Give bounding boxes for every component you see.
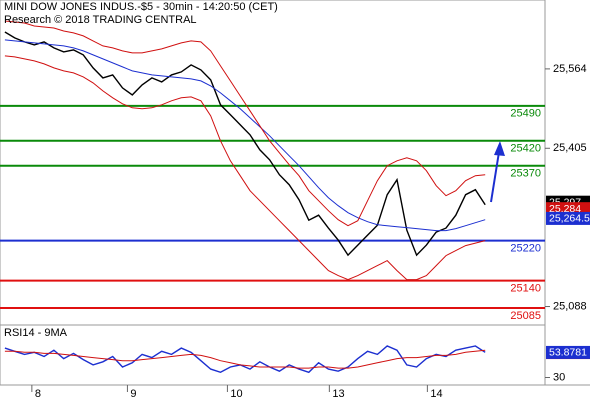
- x-tick-label: 13: [332, 388, 344, 400]
- chart-layer: 25,564 25,405 25,088 25490 25420 25370 25220 25…: [0, 20, 590, 400]
- series-line: [4, 20, 486, 227]
- level-label: 25490: [510, 108, 541, 120]
- price-tag-label: 25,264.5: [549, 213, 590, 225]
- arrow: [490, 141, 505, 203]
- chart-subtitle: Research © 2018 TRADING CENTRAL: [4, 14, 197, 26]
- x-tick-label: 9: [130, 388, 136, 400]
- level-label: 25420: [510, 143, 541, 155]
- series-line: [4, 39, 486, 232]
- level-label: 25370: [510, 168, 541, 180]
- y-tick-label: 25,564: [553, 63, 587, 75]
- plot-frame: [0, 0, 546, 386]
- x-tick-label: 10: [230, 388, 242, 400]
- series-line: [4, 349, 486, 369]
- chart-title: MINI DOW JONES INDUS.-$5 - 30min - 14:20…: [4, 1, 278, 13]
- series-line: [4, 31, 486, 257]
- x-tick-label: 14: [430, 388, 442, 400]
- x-tick-label: 8: [35, 388, 41, 400]
- level-label: 25140: [510, 282, 541, 294]
- price-tag: [546, 345, 590, 359]
- rsi-title: RSI14 - 9MA: [4, 327, 68, 339]
- y-tick-label: 30: [553, 371, 565, 383]
- y-tick-label: 25,088: [553, 300, 587, 312]
- level-label: 25085: [510, 310, 541, 322]
- price-tag: [546, 211, 590, 225]
- y-tick-label: 25,405: [553, 142, 587, 154]
- level-label: 25220: [510, 243, 541, 255]
- series-line: [4, 55, 486, 281]
- series-line: [4, 345, 486, 374]
- price-tag-label: 53.8781: [549, 347, 587, 359]
